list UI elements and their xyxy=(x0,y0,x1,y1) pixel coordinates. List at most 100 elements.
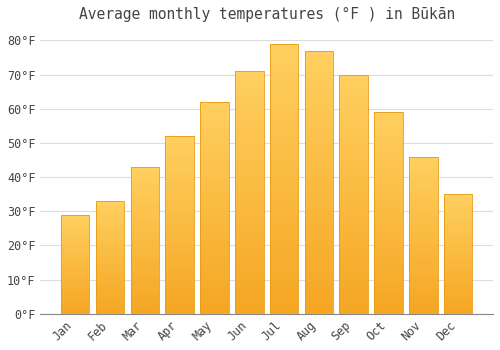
Bar xyxy=(235,270,264,275)
Bar xyxy=(270,195,298,201)
Bar xyxy=(374,181,403,185)
Bar xyxy=(374,136,403,140)
Bar xyxy=(444,252,472,254)
Bar xyxy=(444,240,472,242)
Bar xyxy=(61,304,90,306)
Bar xyxy=(96,212,124,215)
Bar xyxy=(374,205,403,209)
Bar xyxy=(304,124,333,130)
Bar xyxy=(166,189,194,193)
Bar xyxy=(374,153,403,156)
Bar xyxy=(130,296,159,299)
Bar xyxy=(235,183,264,188)
Bar xyxy=(200,284,228,288)
Bar xyxy=(200,254,228,259)
Bar xyxy=(130,170,159,173)
Bar xyxy=(96,278,124,280)
Bar xyxy=(340,161,368,166)
Bar xyxy=(235,120,264,125)
Bar xyxy=(340,75,368,79)
Bar xyxy=(130,243,159,246)
Bar xyxy=(409,282,438,286)
Bar xyxy=(444,244,472,247)
Bar xyxy=(444,259,472,261)
Bar xyxy=(200,301,228,306)
Bar xyxy=(96,208,124,210)
Bar xyxy=(340,122,368,127)
Bar xyxy=(340,75,368,314)
Bar xyxy=(409,197,438,201)
Bar xyxy=(130,240,159,243)
Bar xyxy=(235,163,264,168)
Bar xyxy=(409,257,438,260)
Bar xyxy=(200,127,228,132)
Bar xyxy=(409,191,438,194)
Bar xyxy=(304,303,333,309)
Bar xyxy=(166,253,194,257)
Bar xyxy=(409,188,438,191)
Bar xyxy=(409,308,438,311)
Bar xyxy=(340,146,368,151)
Bar xyxy=(374,225,403,229)
Bar xyxy=(96,244,124,246)
Bar xyxy=(166,275,194,278)
Bar xyxy=(409,235,438,238)
Bar xyxy=(270,65,298,71)
Bar xyxy=(444,266,472,268)
Bar xyxy=(340,199,368,204)
Bar xyxy=(61,310,90,312)
Bar xyxy=(304,130,333,135)
Bar xyxy=(374,124,403,128)
Bar xyxy=(130,273,159,276)
Bar xyxy=(200,195,228,199)
Bar xyxy=(304,114,333,119)
Bar xyxy=(130,190,159,193)
Bar xyxy=(444,268,472,271)
Bar xyxy=(235,260,264,265)
Bar xyxy=(200,132,228,136)
Bar xyxy=(340,232,368,237)
Bar xyxy=(444,247,472,249)
Bar xyxy=(374,265,403,270)
Bar xyxy=(374,290,403,294)
Bar xyxy=(304,167,333,172)
Bar xyxy=(166,158,194,161)
Bar xyxy=(166,222,194,225)
Bar xyxy=(130,176,159,178)
Bar xyxy=(235,256,264,260)
Bar xyxy=(96,312,124,314)
Bar xyxy=(235,110,264,115)
Bar xyxy=(96,291,124,294)
Bar xyxy=(304,209,333,214)
Bar xyxy=(340,275,368,280)
Bar xyxy=(444,237,472,240)
Bar xyxy=(374,189,403,193)
Bar xyxy=(340,261,368,266)
Bar xyxy=(304,309,333,314)
Bar xyxy=(200,148,228,153)
Bar xyxy=(270,173,298,179)
Bar xyxy=(235,125,264,130)
Bar xyxy=(409,301,438,304)
Bar xyxy=(200,238,228,242)
Bar xyxy=(130,226,159,229)
Bar xyxy=(444,271,472,273)
Bar xyxy=(340,98,368,103)
Bar xyxy=(130,261,159,264)
Bar xyxy=(444,242,472,244)
Bar xyxy=(270,92,298,98)
Bar xyxy=(130,287,159,290)
Bar xyxy=(340,214,368,218)
Bar xyxy=(61,292,90,294)
Bar xyxy=(409,182,438,185)
Bar xyxy=(130,281,159,285)
Bar xyxy=(444,232,472,235)
Bar xyxy=(61,290,90,292)
Bar xyxy=(130,173,159,176)
Bar xyxy=(166,289,194,293)
Bar xyxy=(200,187,228,191)
Bar xyxy=(304,177,333,182)
Bar xyxy=(304,230,333,235)
Bar xyxy=(304,266,333,272)
Bar xyxy=(409,169,438,172)
